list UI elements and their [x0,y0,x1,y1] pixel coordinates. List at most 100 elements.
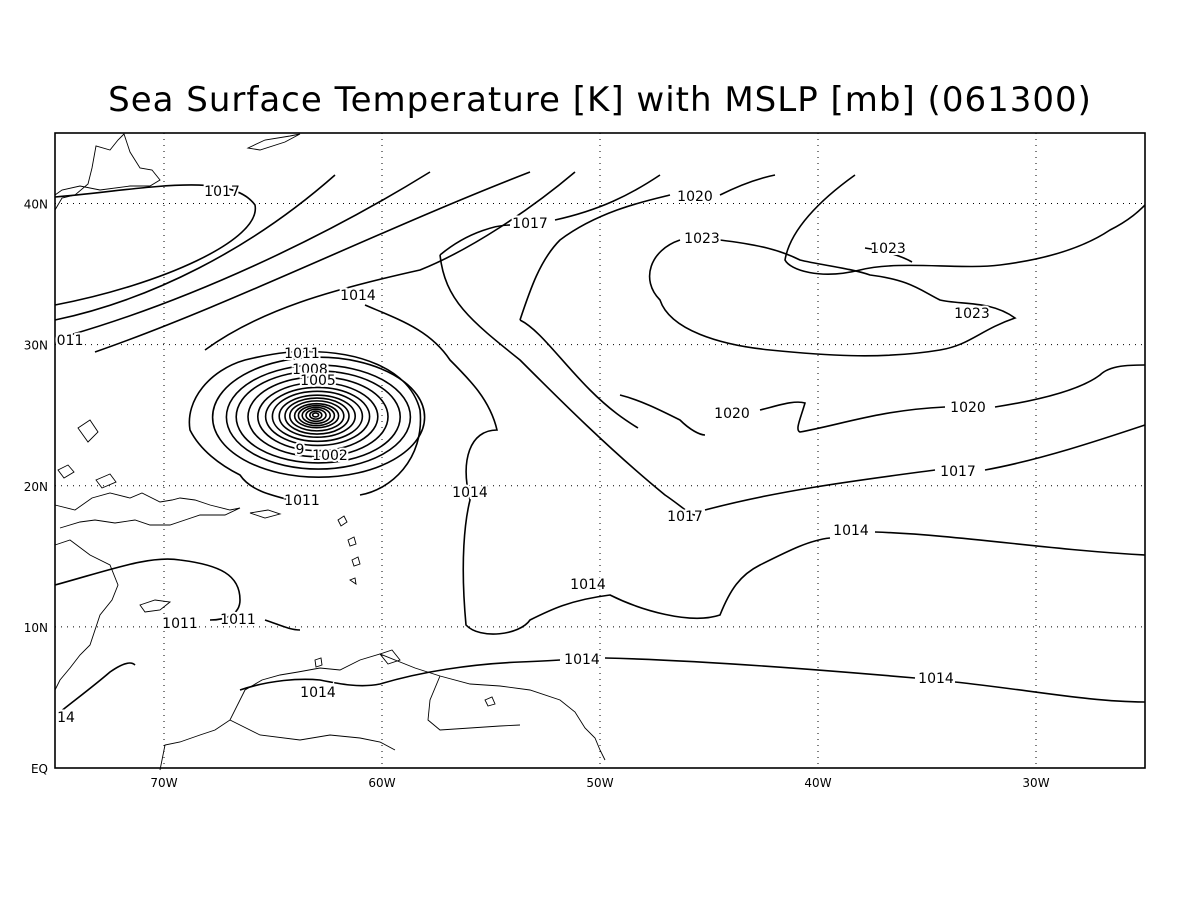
lat-tick-label: 30N [24,339,48,353]
contour-label: 1014 [452,485,488,501]
contour-label: 1014 [300,685,336,701]
contour-label: 1005 [300,373,336,389]
contour-label: 1020 [677,189,713,205]
contour-1017-east [704,424,1146,511]
contour-1017-north [439,174,661,256]
contour-1020-d [759,364,1146,433]
coast-island-c [351,556,361,567]
contour-label: 1011 [284,493,320,509]
lon-tick-label: 30W [1022,776,1049,790]
contour-label: 1014 [833,523,869,539]
contour-label: 1017 [667,509,703,525]
contour-label: 9 [296,442,305,458]
contour-1020-c [619,394,706,436]
contour-label: 1008 [292,362,328,378]
low-ring [278,394,357,438]
lon-tick-label: 40W [804,776,831,790]
coast-bahamas-2 [57,464,75,479]
contour-label: 1002 [312,448,348,464]
coast-central-america [54,539,119,691]
contour-label: 1017 [204,184,240,200]
coast-north-america [54,133,161,211]
contour-label: 1011 [284,346,320,362]
axis-ticks: EQ 10N 20N 30N 40N 70W 60W 50W 40W 30W [24,198,1050,790]
contour-labels: 1017011101110141011100810051002910111014… [55,182,992,728]
contour-nw-3 [69,171,431,336]
coast-bahamas-1 [77,419,99,443]
low-ring [288,400,345,432]
contour-label: 1011 [162,616,198,632]
low-ring [271,390,364,443]
map-title: Sea Surface Temperature [K] with MSLP [m… [108,80,1092,120]
contour-label: 1023 [870,241,906,257]
low-ring [311,412,320,418]
contour-1020-e [784,174,1146,275]
coast-island-b [347,536,357,547]
contour-1014-mid [364,304,831,635]
coastlines [54,133,606,771]
contour-1014-south [239,657,1146,703]
low-ring [301,406,332,425]
low-ring [256,381,379,452]
lon-tick-label: 60W [368,776,395,790]
coast-trinidad [379,649,401,665]
low-ring [264,386,371,447]
coast-island-a [337,515,348,527]
lat-tick-label: EQ [31,762,48,776]
coast-puerto-rico [249,509,282,519]
contour-label: 1023 [954,306,990,322]
contour-1017-central [439,254,696,516]
lat-tick-label: 40N [24,198,48,212]
coast-nova-scotia [246,133,301,151]
contour-nw-5 [204,171,576,351]
contour-nw-2 [54,174,336,321]
contour-label: 1023 [684,231,720,247]
contour-label: 14 [57,710,75,726]
contour-14-sw [59,662,136,713]
coast-jamaica [139,599,172,613]
contour-1023 [648,239,1017,357]
contour-label: 1017 [512,216,548,232]
low-ring [284,397,350,435]
contour-1011 [188,350,422,501]
lat-tick-label: 20N [24,480,48,494]
contour-1014-east [874,531,1146,556]
low-ring [211,356,426,479]
coast-venezuela-inland [229,719,396,751]
contour-label: 1014 [564,652,600,668]
low-ring [225,364,412,470]
contour-nw-4 [94,171,531,353]
contour-1017-nw [54,184,256,306]
contour-label: 1017 [940,464,976,480]
coast-south-america [159,653,606,771]
pressure-contours [54,171,1146,713]
contour-1020-a [519,319,639,429]
coast-island-e [314,657,323,668]
contour-label: 1014 [918,671,954,687]
low-pressure-rings [211,356,426,479]
low-ring [305,408,327,423]
contour-1011-south [54,558,301,631]
contour-1023-small [864,247,913,263]
coast-guianas [427,675,521,731]
graticule [55,133,1145,768]
lat-tick-label: 10N [24,621,48,635]
low-ring [308,410,323,420]
low-ring [247,375,389,458]
coast-island-d [349,577,357,585]
coast-island-f [484,696,496,707]
low-ring [297,404,336,427]
contour-1020-b [519,174,776,321]
map-frame [54,132,1146,769]
low-ring [235,370,402,464]
coast-greater-antilles [54,492,241,529]
contour-label: 1020 [950,400,986,416]
contour-label: 1014 [570,577,606,593]
low-ring [293,402,340,429]
lon-tick-label: 50W [586,776,613,790]
contour-label: 011 [57,333,84,349]
contour-label: 1014 [340,288,376,304]
lon-tick-label: 70W [150,776,177,790]
coast-bahamas-3 [95,473,117,489]
